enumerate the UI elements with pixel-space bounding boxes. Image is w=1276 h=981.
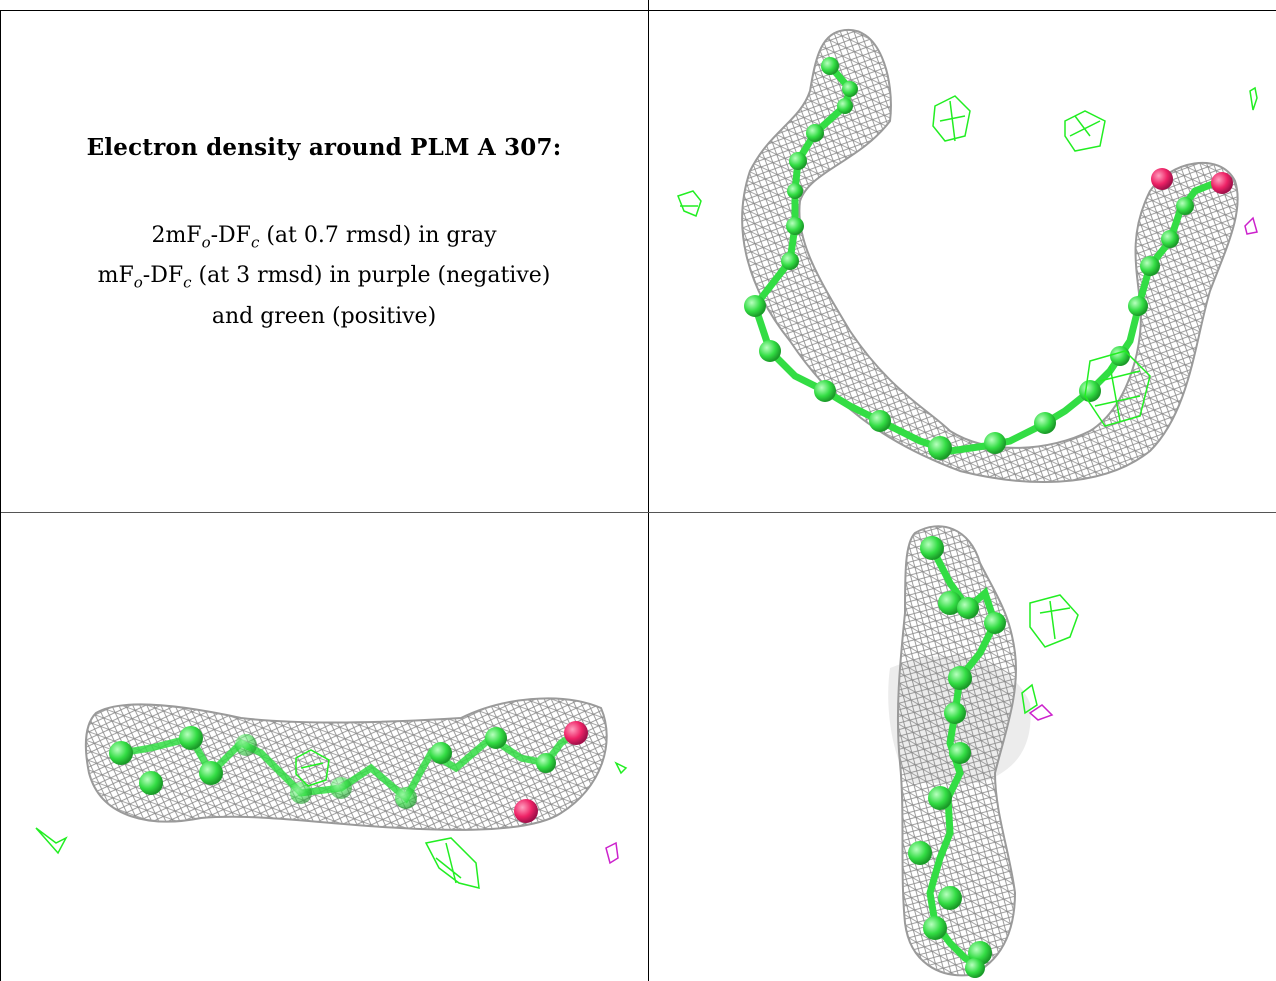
ligand-atoms — [109, 721, 588, 823]
density-mesh — [84, 697, 608, 831]
grid-vertical-divider — [648, 0, 649, 981]
caption-cell: Electron density around PLM A 307: 2mFo-… — [0, 0, 648, 512]
positive-blobs — [1021, 594, 1079, 715]
positive-blobs — [35, 749, 628, 889]
caption-legend: 2mFo-DFc (at 0.7 rmsd) in gray mFo-DFc (… — [98, 219, 551, 334]
negative-blobs — [1028, 704, 1054, 721]
density-mesh — [741, 28, 1239, 483]
legend-line-gray: 2mFo-DFc (at 0.7 rmsd) in gray — [151, 223, 497, 252]
ligand-bonds — [117, 729, 580, 804]
negative-blobs — [1244, 216, 1258, 235]
grid-top-border — [0, 10, 1276, 11]
ligand-atoms — [744, 57, 1233, 460]
negative-blobs — [605, 841, 619, 865]
view-top-right — [650, 11, 1276, 511]
view-bottom-left — [1, 513, 648, 981]
ligand-atoms — [908, 536, 1006, 978]
grid-left-border — [0, 10, 1, 981]
view-bottom-right — [650, 513, 1276, 981]
ligand-bonds — [751, 62, 1224, 455]
grid-horizontal-divider — [0, 512, 1276, 513]
legend-line-difference: mFo-DFc (at 3 rmsd) in purple (negative) — [97, 263, 551, 292]
legend-line-colors: and green (positive) — [211, 303, 437, 329]
positive-blobs — [677, 86, 1258, 427]
caption-title: Electron density around PLM A 307: — [86, 134, 562, 161]
